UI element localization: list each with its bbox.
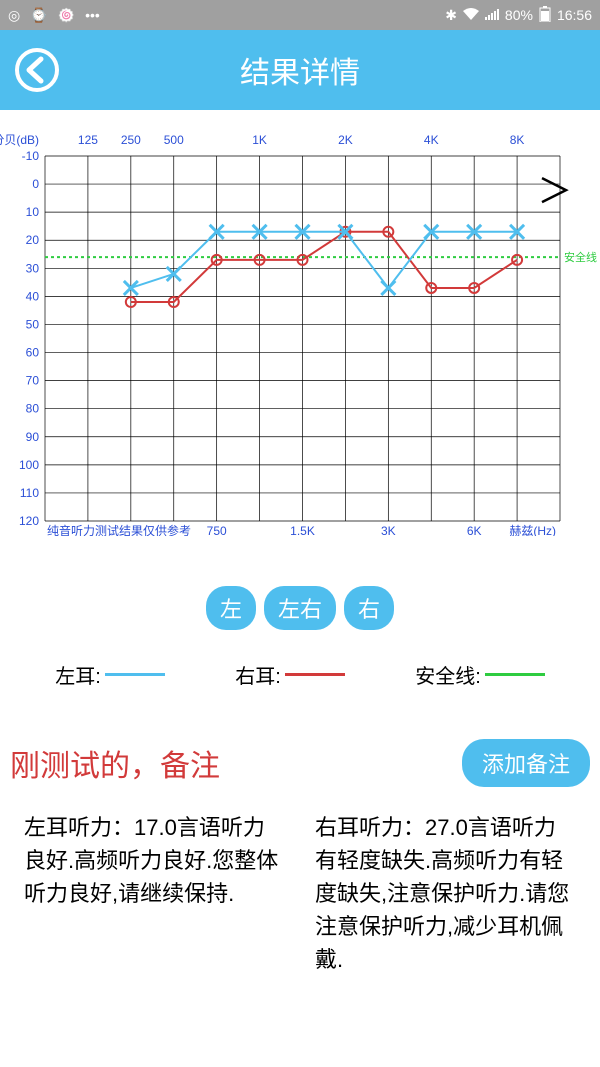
legend-right-label: 右耳:	[235, 660, 281, 689]
svg-text:20: 20	[26, 233, 40, 247]
svg-text:1.5K: 1.5K	[290, 524, 315, 536]
signal-icon	[485, 7, 499, 23]
right-ear-result: 右耳听力：27.0言语听力有轻度缺失.高频听力有轻度缺失,注意保护听力.请您注意…	[315, 811, 576, 976]
legend-left-line	[105, 673, 165, 676]
status-icon-3: 🍥	[58, 7, 75, 24]
svg-text:500: 500	[164, 133, 184, 147]
svg-text:安全线: 安全线	[564, 250, 597, 264]
legend-left-label: 左耳:	[55, 660, 101, 689]
svg-text:30: 30	[26, 261, 40, 275]
svg-text:250: 250	[121, 133, 141, 147]
status-icon-2: ⌚	[30, 7, 47, 24]
select-right-ear[interactable]: 右	[344, 586, 394, 630]
svg-text:125: 125	[78, 133, 98, 147]
left-ear-result: 左耳听力：17.0言语听力良好.高频听力良好.您整体听力良好,请继续保持.	[24, 811, 285, 976]
chart-legend: 左耳: 右耳: 安全线:	[0, 660, 600, 689]
legend-right-ear: 右耳:	[235, 660, 345, 689]
svg-text:80: 80	[26, 402, 40, 416]
svg-text:50: 50	[26, 317, 40, 331]
svg-text:70: 70	[26, 374, 40, 388]
select-both-ears[interactable]: 左右	[264, 586, 336, 630]
battery-icon	[539, 6, 551, 25]
svg-text:110: 110	[20, 486, 39, 500]
svg-text:赫兹(Hz): 赫兹(Hz)	[509, 524, 556, 536]
legend-safety: 安全线:	[415, 660, 545, 689]
svg-text:分贝(dB): 分贝(dB)	[0, 133, 39, 147]
battery-text: 80%	[505, 7, 533, 23]
legend-left-ear: 左耳:	[55, 660, 165, 689]
svg-text:-10: -10	[22, 149, 40, 163]
bluetooth-icon: ✱	[445, 7, 457, 24]
page-title: 结果详情	[0, 48, 600, 92]
svg-text:90: 90	[26, 430, 40, 444]
svg-text:100: 100	[19, 458, 39, 472]
status-bar: ◎ ⌚ 🍥 ••• ✱ 80% 16:56	[0, 0, 600, 30]
svg-text:2K: 2K	[338, 133, 353, 147]
legend-safety-label: 安全线:	[415, 660, 481, 689]
add-remark-button[interactable]: 添加备注	[462, 739, 590, 787]
svg-text:120: 120	[19, 514, 39, 528]
legend-right-line	[285, 673, 345, 676]
svg-text:3K: 3K	[381, 524, 396, 536]
clock-text: 16:56	[557, 7, 592, 23]
svg-text:10: 10	[26, 205, 40, 219]
audiogram-chart: -10 0 10 20 30 40 50 60 70 80 90 100 110 120 分贝(dB) 125…	[0, 126, 600, 536]
status-more-icon: •••	[85, 7, 100, 23]
svg-text:750: 750	[207, 524, 227, 536]
status-icon-1: ◎	[8, 7, 20, 24]
select-left-ear[interactable]: 左	[206, 586, 256, 630]
wifi-icon	[463, 7, 479, 23]
remark-title: 刚测试的，备注	[10, 741, 220, 785]
ear-selector: 左 左右 右	[0, 586, 600, 630]
remark-header: 刚测试的，备注 添加备注	[0, 739, 600, 787]
svg-text:6K: 6K	[467, 524, 482, 536]
back-button[interactable]	[12, 45, 62, 95]
results-section: 左耳听力：17.0言语听力良好.高频听力良好.您整体听力良好,请继续保持. 右耳…	[0, 811, 600, 976]
svg-text:8K: 8K	[510, 133, 525, 147]
svg-text:60: 60	[26, 346, 40, 360]
svg-text:40: 40	[26, 289, 40, 303]
svg-text:1K: 1K	[252, 133, 267, 147]
title-bar: 结果详情	[0, 30, 600, 110]
svg-text:0: 0	[32, 177, 39, 191]
svg-text:纯音听力测试结果仅供参考: 纯音听力测试结果仅供参考	[47, 523, 191, 536]
svg-text:4K: 4K	[424, 133, 439, 147]
legend-safety-line	[485, 673, 545, 676]
